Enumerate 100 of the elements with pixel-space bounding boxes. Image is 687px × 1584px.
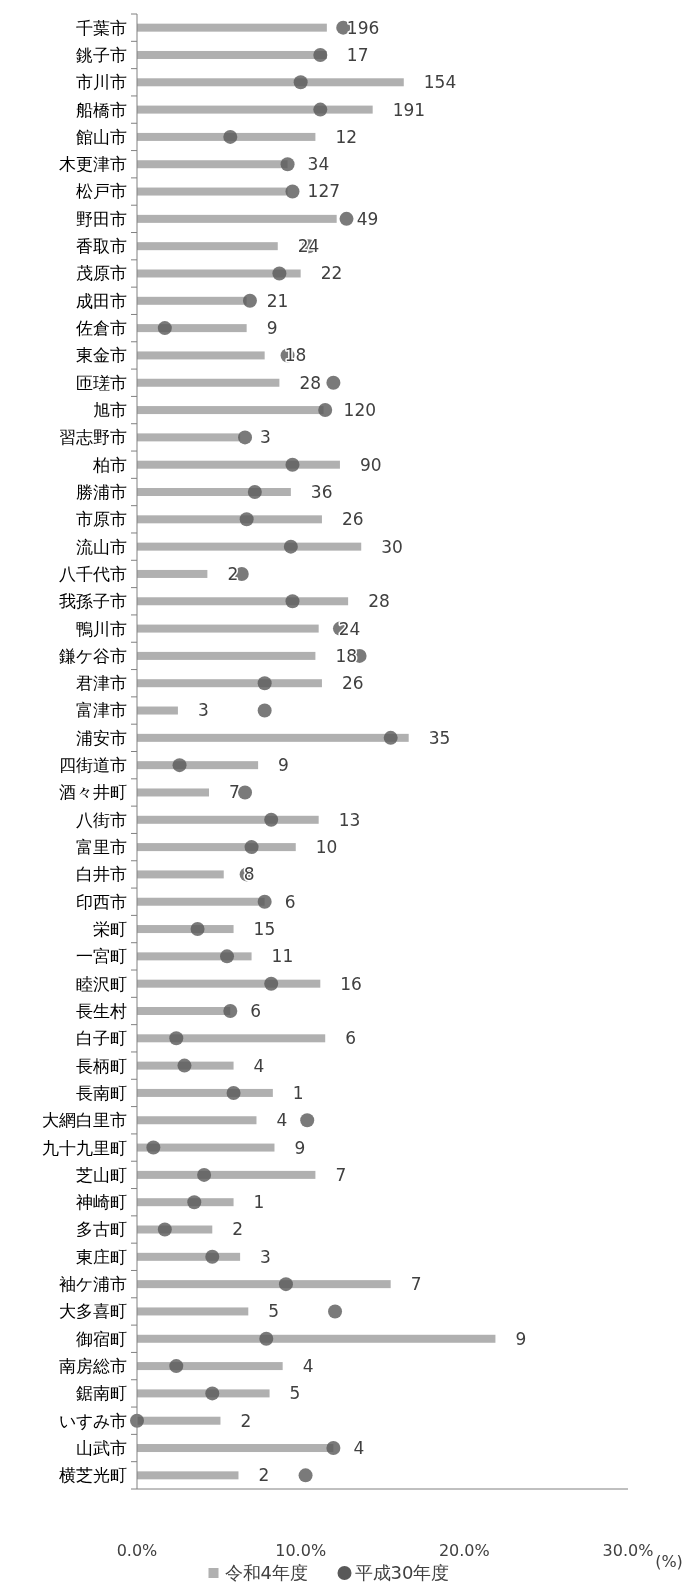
point [257, 676, 272, 691]
y-tick-label: 酒々井町 [59, 782, 127, 803]
bar [137, 815, 319, 824]
bar [137, 50, 327, 59]
point [247, 485, 262, 500]
bar [137, 351, 265, 360]
y-tick-label: 松戸市 [76, 181, 127, 202]
y-tick-label: 一宮町 [76, 946, 127, 967]
point [383, 730, 398, 745]
annotation: 2 [232, 1219, 244, 1240]
y-tick-label: 長柄町 [76, 1055, 127, 1076]
point [328, 1304, 343, 1319]
bar [137, 132, 316, 141]
annotation: 9 [294, 1137, 306, 1158]
point [197, 1167, 212, 1182]
annotation: 9 [515, 1328, 527, 1349]
point [169, 1031, 184, 1046]
y-tick-label: 勝浦市 [76, 481, 127, 502]
annotation: 4 [353, 1437, 365, 1458]
point [238, 785, 253, 800]
y-tick-label: 香取市 [76, 236, 127, 257]
bar [137, 706, 178, 715]
y-tick-label: 佐倉市 [76, 318, 127, 339]
point [326, 375, 341, 390]
point [285, 457, 300, 472]
y-tick-label: 野田市 [76, 208, 127, 229]
bar [137, 1389, 270, 1398]
point [238, 430, 253, 445]
annotation: 22 [320, 263, 343, 284]
bar [137, 78, 404, 87]
point [239, 512, 254, 527]
annotation: 6 [345, 1028, 357, 1049]
y-tick-label: 神崎町 [76, 1192, 127, 1213]
y-tick-label: 南房総市 [59, 1356, 127, 1377]
y-tick-label: 袖ケ浦市 [59, 1274, 127, 1295]
x-axis-title: (%) [655, 1551, 683, 1571]
annotation: 154 [423, 72, 457, 93]
annotation: 1 [292, 1082, 304, 1103]
point [272, 266, 287, 281]
point [264, 976, 279, 991]
y-tick-label: 成田市 [76, 290, 127, 311]
bar [137, 1307, 249, 1316]
annotation: 11 [271, 946, 294, 967]
bar [137, 1088, 273, 1097]
annotation: 30 [381, 536, 403, 557]
annotation: 10 [315, 837, 338, 858]
y-tick-label: 浦安市 [76, 727, 127, 748]
point [339, 211, 354, 226]
bar [137, 105, 373, 114]
annotation: 26 [341, 673, 364, 694]
bar [137, 569, 208, 578]
y-tick-label: 富里市 [76, 837, 127, 858]
bar [137, 1116, 257, 1125]
x-tick-label: 30.0% [602, 1540, 654, 1560]
point [169, 1359, 184, 1374]
annotation: 191 [392, 99, 426, 120]
annotation: 2 [258, 1465, 270, 1486]
y-tick-label: 横芝光町 [59, 1465, 127, 1486]
y-tick-label: 東庄町 [76, 1246, 127, 1267]
y-tick-label: 白井市 [76, 864, 127, 885]
bar [137, 242, 278, 251]
y-tick-label: 柏市 [92, 454, 127, 475]
annotation: 4 [302, 1356, 314, 1377]
annotation: 7 [335, 1164, 347, 1185]
point [187, 1195, 202, 1210]
annotation: 15 [253, 919, 276, 939]
point [280, 157, 295, 172]
annotation: 2 [240, 1410, 252, 1431]
bar [137, 515, 322, 524]
point [223, 1003, 238, 1018]
legend-label: 令和4年度 [224, 1562, 308, 1584]
annotation: 5 [289, 1383, 301, 1404]
bar [137, 1170, 316, 1179]
y-tick-label: 大網白里市 [42, 1110, 127, 1131]
annotation: 9 [278, 755, 289, 776]
annotation: 2 [227, 563, 239, 584]
y-tick-label: 八街市 [76, 809, 127, 830]
annotation: 7 [410, 1274, 422, 1295]
y-tick-label: 市原市 [76, 509, 127, 530]
y-tick-label: 白子町 [76, 1028, 127, 1049]
point [223, 129, 238, 144]
point [293, 75, 308, 90]
bar [137, 788, 210, 797]
bar [137, 296, 247, 305]
annotation: 28 [368, 591, 390, 612]
annotation: 4 [253, 1055, 265, 1076]
annotation: 36 [310, 481, 333, 502]
y-tick-label: 大多喜町 [59, 1301, 127, 1322]
point [190, 922, 205, 937]
y-tick-label: 市川市 [76, 72, 127, 93]
point [220, 949, 235, 964]
annotation: 49 [356, 208, 379, 229]
y-tick-label: 印西市 [76, 891, 127, 912]
annotation: 9 [266, 318, 278, 339]
annotation: 26 [341, 509, 364, 530]
y-tick-label: 鋸南町 [76, 1383, 127, 1404]
y-tick-label: 茂原市 [76, 263, 127, 284]
y-tick-label: 銚子市 [76, 44, 127, 65]
point [318, 403, 333, 418]
y-tick-label: 東金市 [76, 345, 127, 366]
